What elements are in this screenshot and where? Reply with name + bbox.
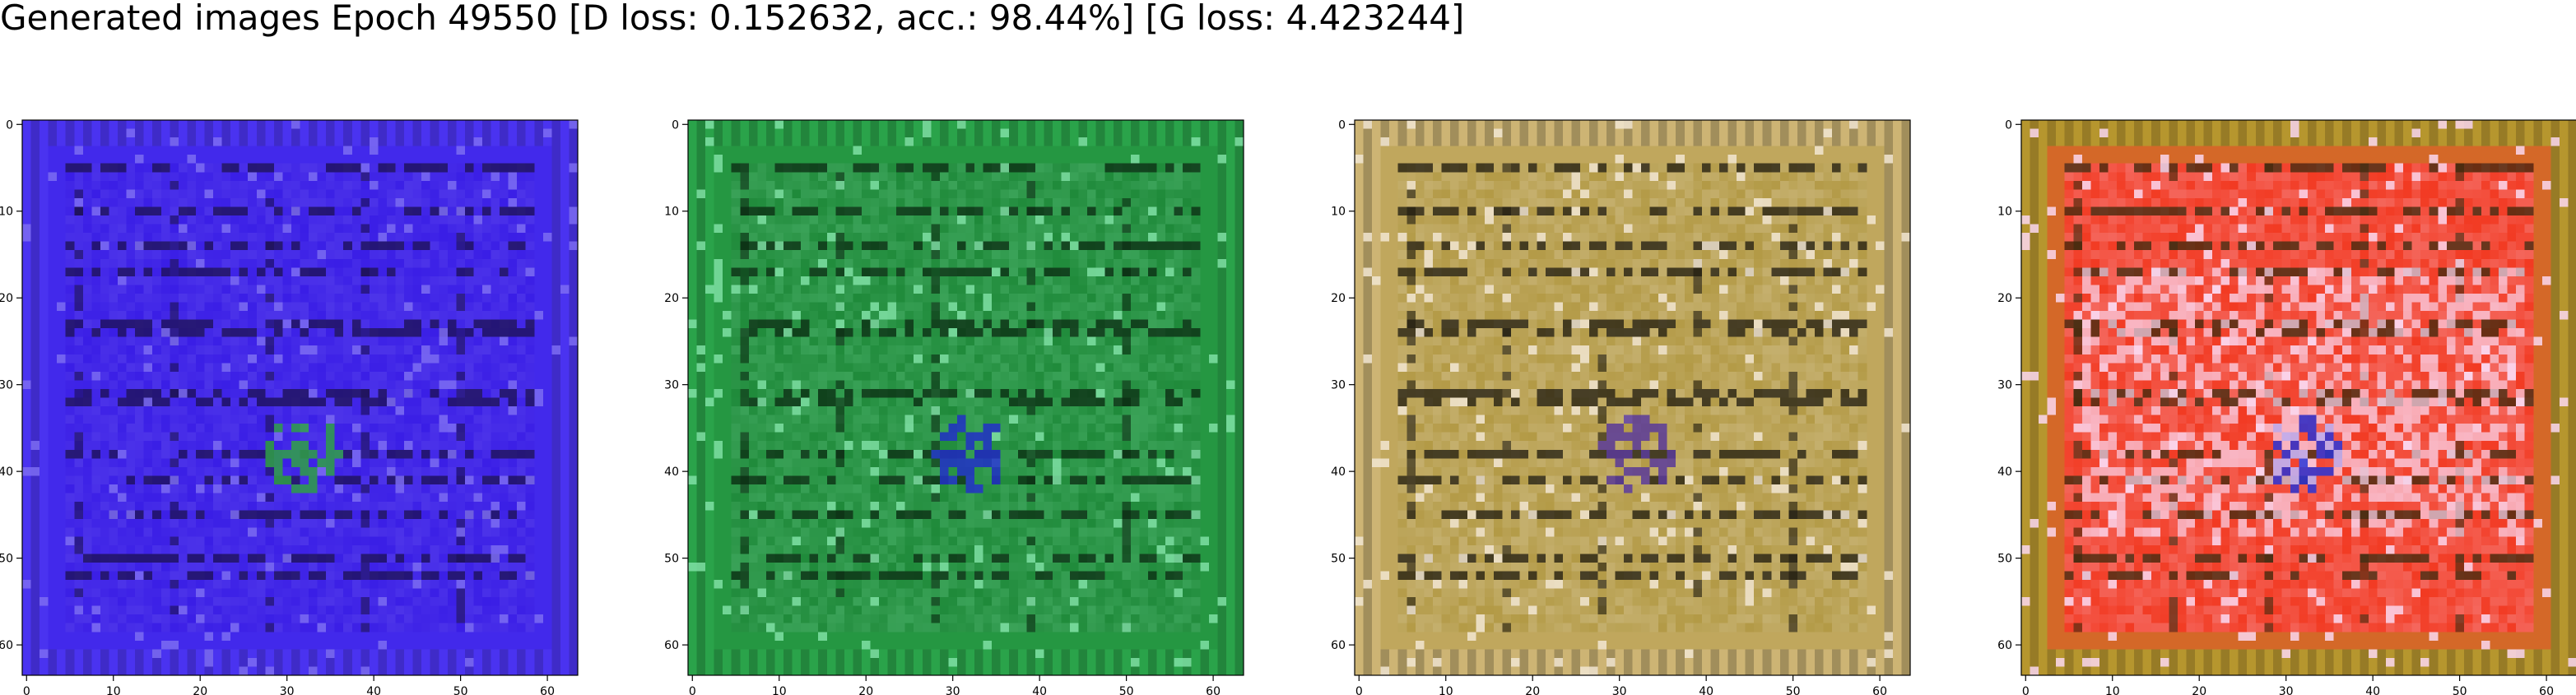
generated-image (22, 120, 578, 675)
x-tick-label: 50 (2453, 685, 2467, 695)
x-tick-label: 30 (2279, 685, 2294, 695)
y-tick-label: 60 (1331, 639, 1346, 652)
x-tick-label: 60 (1206, 685, 1221, 695)
y-tick-label: 60 (664, 639, 679, 652)
y-tick-label: 50 (664, 553, 679, 566)
axes-frame (2020, 119, 2576, 676)
x-tick-label: 60 (540, 685, 555, 695)
y-tick-label: 50 (1331, 553, 1346, 566)
y-tick-label: 30 (0, 379, 13, 392)
x-tick-label: 20 (193, 685, 207, 695)
y-tick-label: 20 (1997, 292, 2012, 305)
x-tick-label: 50 (453, 685, 468, 695)
y-tick-label: 60 (0, 639, 13, 652)
y-tick-label: 40 (0, 466, 13, 479)
figure-title: Generated images Epoch 49550 [D loss: 0.… (0, 0, 1465, 38)
x-tick-label: 50 (1119, 685, 1134, 695)
x-tick-label: 50 (1786, 685, 1801, 695)
x-tick-label: 30 (280, 685, 295, 695)
y-tick-label: 10 (1331, 206, 1346, 219)
x-tick-label: 40 (2365, 685, 2380, 695)
x-tick-label: 40 (1032, 685, 1047, 695)
y-tick-label: 40 (1331, 466, 1346, 479)
x-tick-label: 0 (23, 685, 30, 695)
x-tick-label: 40 (1699, 685, 1713, 695)
y-tick-label: 30 (1331, 379, 1346, 392)
y-tick-label: 10 (664, 206, 679, 219)
y-tick-label: 0 (1338, 118, 1346, 132)
x-tick-label: 0 (2022, 685, 2030, 695)
axes-frame (687, 119, 1244, 676)
x-tick-label: 10 (1439, 685, 1453, 695)
x-tick-label: 60 (1872, 685, 1887, 695)
y-tick-label: 20 (0, 292, 13, 305)
generated-image (688, 120, 1244, 675)
x-tick-label: 10 (2105, 685, 2120, 695)
x-tick-label: 20 (858, 685, 873, 695)
image-panel-1: 0 10 20 30 40 50 60 0 10 20 30 40 50 60 (0, 118, 579, 695)
generated-image (1355, 120, 1910, 675)
image-panel-3: 0 10 20 30 40 50 60 0 10 20 30 40 50 60 (1331, 118, 1911, 695)
x-tick-label: 40 (366, 685, 381, 695)
y-tick-label: 40 (664, 466, 679, 479)
x-tick-label: 10 (106, 685, 121, 695)
x-tick-label: 20 (2192, 685, 2206, 695)
y-tick-label: 50 (0, 553, 13, 566)
y-tick-label: 0 (2005, 118, 2012, 132)
axes-frame (21, 119, 579, 676)
y-tick-label: 20 (1331, 292, 1346, 305)
image-panel-4: 0 10 20 30 40 50 60 0 10 20 30 40 50 60 (1997, 118, 2576, 695)
y-tick-label: 30 (664, 379, 679, 392)
y-tick-label: 50 (1997, 553, 2012, 566)
y-tick-label: 30 (1997, 379, 2012, 392)
y-tick-label: 20 (664, 292, 679, 305)
x-tick-label: 20 (1525, 685, 1540, 695)
y-tick-label: 10 (0, 206, 13, 219)
y-tick-label: 60 (1997, 639, 2012, 652)
y-tick-label: 40 (1997, 466, 2012, 479)
y-tick-label: 0 (672, 118, 679, 132)
y-tick-label: 10 (1997, 206, 2012, 219)
x-tick-label: 10 (772, 685, 787, 695)
x-tick-label: 0 (1355, 685, 1363, 695)
generated-image (2021, 120, 2576, 675)
image-panel-2: 0 10 20 30 40 50 60 0 10 20 30 40 50 60 (664, 118, 1244, 695)
x-tick-label: 30 (1612, 685, 1627, 695)
y-tick-label: 0 (6, 118, 13, 132)
axes-frame (1354, 119, 1911, 676)
x-tick-label: 30 (946, 685, 960, 695)
x-tick-label: 0 (689, 685, 696, 695)
x-tick-label: 60 (2539, 685, 2554, 695)
